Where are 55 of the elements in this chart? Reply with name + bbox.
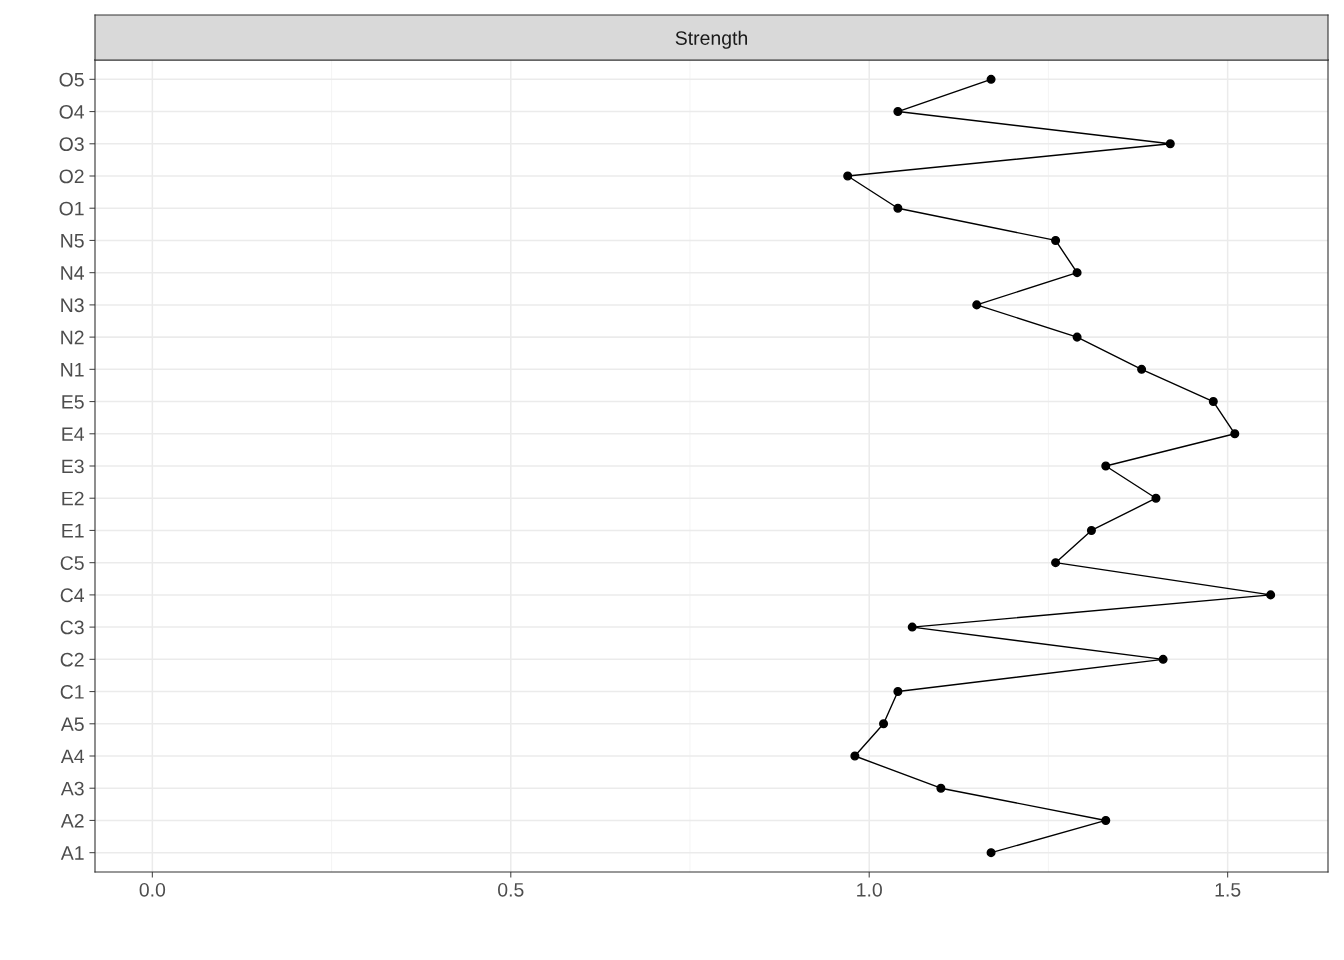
y-tick-label: C2 (60, 652, 84, 667)
y-tick-label: E4 (62, 427, 85, 441)
point (1101, 461, 1111, 471)
y-tick-label: A3 (60, 781, 84, 796)
x-tick-label: 1.0 (857, 882, 882, 897)
point (972, 300, 982, 310)
point (879, 719, 889, 729)
x-tick-label: 1.5 (1215, 883, 1241, 897)
y-tick-label: O4 (59, 105, 85, 119)
point (893, 203, 903, 213)
y-tick-label: C1 (60, 685, 84, 699)
point (1072, 332, 1082, 342)
point (1208, 397, 1218, 407)
point (1165, 139, 1175, 149)
point (986, 74, 996, 84)
point (936, 783, 946, 793)
point (1072, 268, 1082, 278)
y-tick-label: E3 (62, 459, 84, 474)
point (907, 622, 917, 632)
x-tick-label: 0.0 (139, 882, 166, 897)
point (1158, 654, 1168, 664)
point (893, 107, 903, 117)
y-tick-label: A1 (60, 846, 84, 860)
y-tick-label: N2 (61, 330, 84, 345)
point (986, 848, 996, 858)
point (893, 687, 903, 697)
y-tick-label: A5 (60, 717, 84, 732)
point (1101, 815, 1111, 825)
y-tick-label: E2 (62, 491, 84, 506)
point (850, 751, 860, 761)
y-tick-label: N4 (61, 266, 85, 280)
point (1051, 235, 1061, 245)
y-tick-label: A4 (60, 749, 85, 764)
y-tick-label: C4 (60, 588, 85, 603)
y-tick-label: E5 (62, 395, 84, 409)
point (1266, 590, 1276, 600)
chart-title: Strength (675, 30, 747, 49)
y-tick-label: C5 (60, 556, 84, 570)
y-tick-label: O5 (59, 72, 84, 87)
y-tick-label: O3 (59, 137, 84, 152)
y-tick-label: N1 (61, 363, 84, 377)
y-tick-label: O2 (59, 169, 84, 184)
y-tick-label: N5 (61, 234, 84, 248)
point (843, 171, 853, 181)
point (1151, 493, 1161, 503)
y-tick-label: N3 (61, 298, 84, 313)
y-tick-label: C3 (60, 620, 84, 635)
point (1137, 364, 1147, 374)
y-tick-label: A2 (60, 813, 84, 828)
y-tick-label: E1 (62, 524, 84, 538)
point (1230, 429, 1240, 439)
point (1051, 558, 1061, 568)
x-tick-label: 0.5 (498, 882, 524, 897)
point (1086, 525, 1096, 535)
y-tick-label: O1 (59, 201, 84, 216)
